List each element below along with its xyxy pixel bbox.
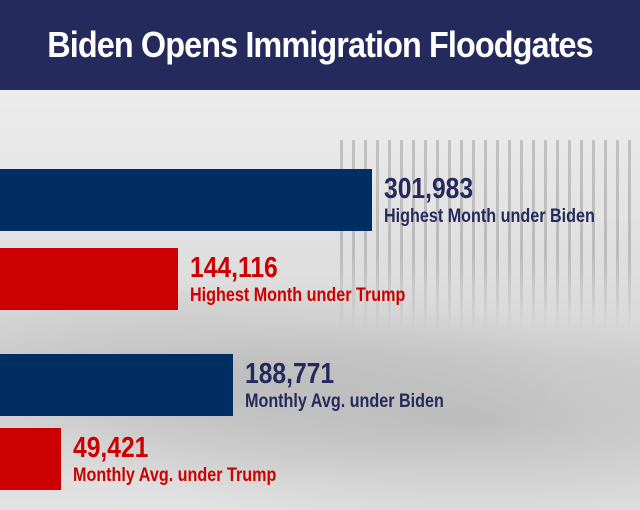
bar-3: [0, 428, 61, 490]
data-label: 144,116: [190, 252, 278, 284]
data-label: 49,421: [73, 432, 149, 464]
category-label: Monthly Avg. under Trump: [73, 465, 277, 486]
chart-title: Biden Opens Immigration Floodgates: [47, 24, 593, 65]
category-label: Highest Month under Biden: [384, 206, 595, 227]
bar-0: [0, 169, 372, 231]
bar-label-2: 188,771 Monthly Avg. under Biden: [245, 358, 444, 414]
bar-1: [0, 248, 178, 310]
bar-label-0: 301,983 Highest Month under Biden: [384, 173, 595, 229]
category-label: Highest Month under Trump: [190, 285, 406, 306]
bar-2: [0, 354, 233, 416]
data-label: 188,771: [245, 358, 335, 390]
data-label: 301,983: [384, 173, 474, 205]
category-label: Monthly Avg. under Biden: [245, 391, 444, 412]
title-bar: Biden Opens Immigration Floodgates: [0, 0, 640, 90]
bar-label-3: 49,421 Monthly Avg. under Trump: [73, 432, 276, 488]
border-fence-background: [340, 140, 640, 330]
bar-label-1: 144,116 Highest Month under Trump: [190, 252, 405, 308]
